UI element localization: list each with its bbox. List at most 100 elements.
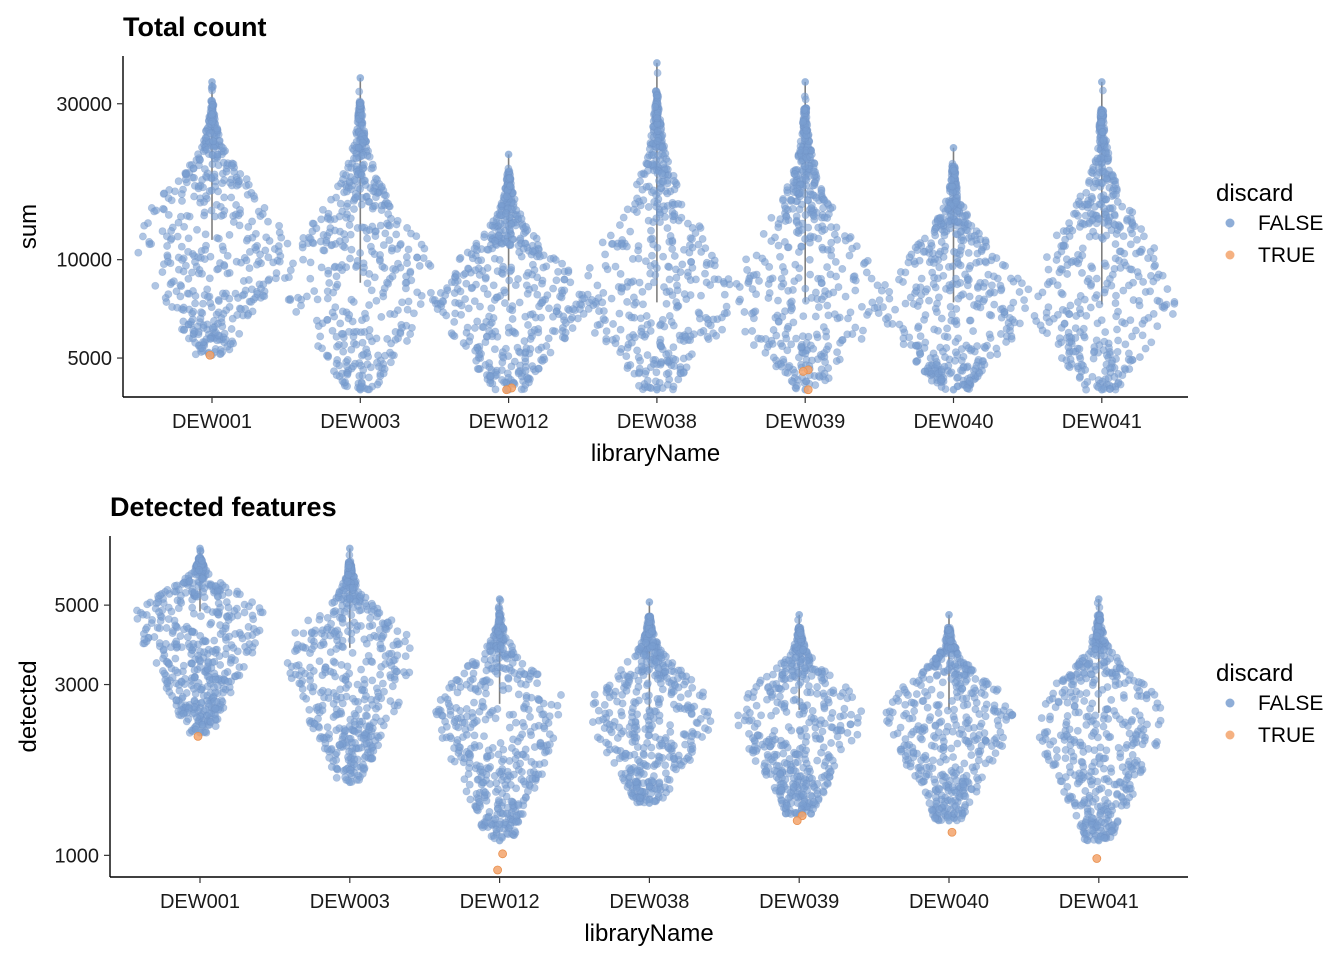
data-point-false xyxy=(945,281,954,290)
data-point-false xyxy=(190,696,199,705)
chart-title: Detected features xyxy=(110,492,337,522)
data-point-false xyxy=(339,347,348,356)
data-point-false xyxy=(530,266,539,275)
data-point-false xyxy=(544,746,553,755)
data-point-false xyxy=(1067,258,1076,267)
data-point-false xyxy=(244,276,253,284)
data-point-false xyxy=(518,659,527,668)
data-point-false xyxy=(670,252,679,260)
data-point-false xyxy=(204,570,213,579)
data-point-false xyxy=(350,176,359,184)
data-point-false xyxy=(921,311,930,320)
data-point-false xyxy=(164,290,173,299)
data-point-false xyxy=(415,261,424,270)
data-point-false xyxy=(477,772,486,781)
data-point-false xyxy=(269,258,278,267)
data-point-false xyxy=(195,566,204,575)
data-point-false xyxy=(989,272,998,281)
data-point-false xyxy=(450,317,459,326)
data-point-false xyxy=(374,741,383,750)
data-point-false xyxy=(674,375,683,384)
data-point-false xyxy=(314,342,323,351)
data-point-false xyxy=(481,649,490,658)
data-point-false xyxy=(393,216,402,225)
data-point-false xyxy=(920,234,929,243)
data-point-false xyxy=(318,671,327,680)
data-point-false xyxy=(1113,347,1122,356)
data-point-false xyxy=(336,319,345,328)
data-point-false xyxy=(1065,219,1074,228)
data-point-false xyxy=(306,683,315,692)
data-point-false xyxy=(491,237,500,245)
data-point-false xyxy=(1093,154,1102,163)
data-point-false xyxy=(949,143,958,152)
data-point-false xyxy=(329,288,338,297)
data-point-false xyxy=(1146,287,1155,296)
data-point-false xyxy=(371,232,380,241)
data-point-false xyxy=(229,643,238,652)
data-point-false xyxy=(469,669,478,678)
data-point-false xyxy=(1110,372,1119,381)
data-point-false xyxy=(809,167,818,176)
data-point-false xyxy=(184,274,193,283)
data-point-false xyxy=(654,151,663,160)
data-point-false xyxy=(378,632,386,641)
data-point-false xyxy=(477,256,486,265)
data-point-false xyxy=(520,722,529,731)
data-point-false xyxy=(612,334,621,343)
data-point-false xyxy=(551,256,560,264)
data-point-false xyxy=(346,254,354,263)
data-point-false xyxy=(527,731,536,740)
data-point-false xyxy=(634,246,643,255)
data-point-false xyxy=(298,642,307,651)
data-point-false xyxy=(637,170,646,179)
violin-DEW038 xyxy=(578,59,734,394)
data-point-false xyxy=(722,302,731,311)
data-point-false xyxy=(275,257,284,266)
data-point-false xyxy=(927,376,936,385)
data-point-false xyxy=(1055,268,1064,277)
data-point-false xyxy=(901,299,910,308)
data-point-false xyxy=(1094,144,1102,153)
data-point-false xyxy=(606,231,615,240)
data-point-false xyxy=(504,673,513,682)
data-point-false xyxy=(801,78,809,86)
data-point-false xyxy=(380,687,388,696)
x-tick-label: DEW003 xyxy=(310,891,390,913)
data-point-false xyxy=(302,292,311,301)
data-point-false xyxy=(593,281,602,290)
data-point-false xyxy=(957,345,966,354)
data-point-false xyxy=(1062,227,1071,236)
data-point-false xyxy=(315,734,324,743)
data-point-false xyxy=(801,349,810,358)
data-point-false xyxy=(642,367,650,376)
data-point-false xyxy=(211,704,220,713)
data-point-false xyxy=(681,332,690,341)
data-point-false xyxy=(824,342,833,351)
data-point-false xyxy=(322,351,331,360)
data-point-false xyxy=(456,287,465,296)
x-tick-label: DEW038 xyxy=(609,891,689,913)
data-point-false xyxy=(208,86,217,95)
data-point-false xyxy=(1098,385,1106,394)
data-point-false xyxy=(230,167,239,176)
data-point-false xyxy=(1106,364,1114,373)
data-point-false xyxy=(656,184,665,193)
data-point-false xyxy=(947,176,956,185)
data-point-false xyxy=(790,368,799,377)
data-point-false xyxy=(244,180,253,189)
data-point-false xyxy=(360,754,369,762)
data-point-false xyxy=(1065,363,1074,372)
data-point-false xyxy=(386,348,394,357)
data-point-false xyxy=(459,339,468,348)
data-point-false xyxy=(471,346,480,355)
data-point-false xyxy=(1124,355,1133,364)
data-point-false xyxy=(1153,273,1161,282)
data-point-false xyxy=(208,117,217,126)
data-point-false xyxy=(891,305,900,314)
data-point-false xyxy=(544,334,553,343)
data-point-false xyxy=(637,327,646,336)
data-point-false xyxy=(479,703,488,711)
data-point-false xyxy=(470,731,479,740)
data-point-false xyxy=(951,356,959,365)
